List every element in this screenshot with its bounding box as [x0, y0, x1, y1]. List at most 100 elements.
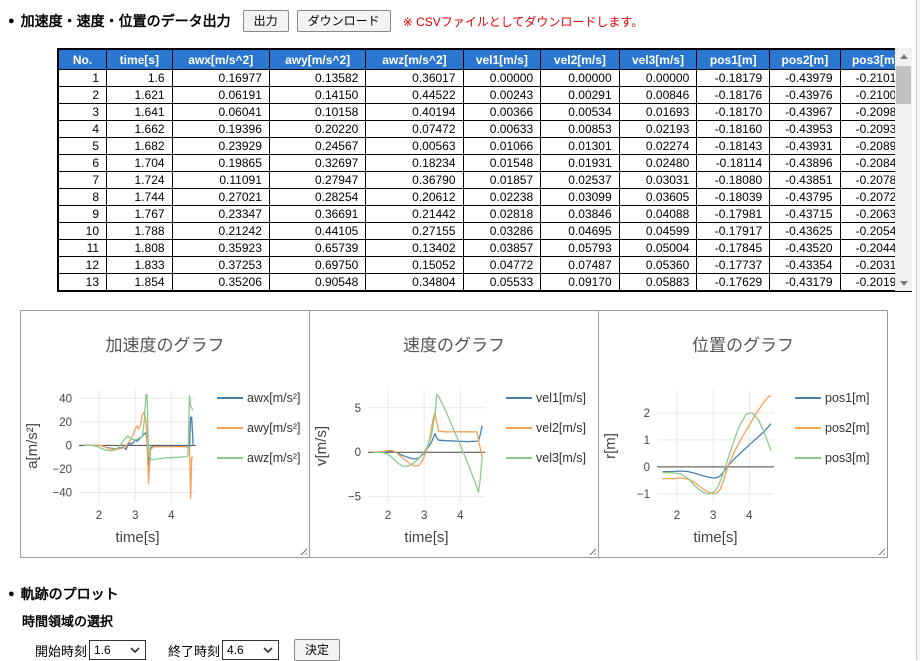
velocity-chart-box: 速度のグラフ 2 3 4 −5 0 5 vel1[m/s] vel2[m/s] vel3[m/s…	[309, 310, 599, 558]
column-header: No.	[57, 48, 108, 70]
scrollbar-thumb[interactable]	[896, 66, 911, 104]
scrollbar-up-arrow-icon[interactable]	[895, 48, 912, 64]
table-cell: 0.20612	[365, 188, 464, 206]
legend-item[interactable]: vel1[m/s]	[506, 391, 586, 405]
end-time-select[interactable]: 4.6	[222, 640, 280, 660]
table-cell: 0.35206	[171, 273, 270, 292]
legend-label: pos1[m]	[825, 391, 869, 405]
legend-label: pos3[m]	[825, 451, 869, 465]
table-cell: 0.69750	[268, 256, 367, 274]
table-row: 2 1.621 0.06191 0.14150 0.44522 0.00243 0.0029…	[57, 86, 912, 104]
table-cell: 0.90548	[268, 273, 367, 292]
table-cell: -0.43953	[769, 120, 841, 138]
legend-label: pos2[m]	[825, 421, 869, 435]
table-cell: 0.00633	[462, 120, 542, 138]
y-tick-label: 2	[644, 408, 650, 420]
y-axis-label: r[m]	[602, 433, 619, 459]
table-cell: 0.28254	[268, 188, 367, 206]
legend-item[interactable]: vel2[m/s]	[506, 421, 586, 435]
table-row: 9 1.767 0.23347 0.36691 0.21442 0.02818 0.0384…	[57, 205, 912, 223]
table-cell: -0.18080	[696, 171, 771, 189]
end-time-value: 4.6	[227, 643, 244, 657]
table-cell: 12	[57, 256, 108, 274]
resize-handle-icon[interactable]	[876, 546, 885, 555]
position-chart: 2 3 4 −1 0 1 2 pos1[m] pos2[m] pos3[m] time[s] r[m]	[602, 390, 869, 546]
download-button[interactable]: ダウンロード	[296, 10, 391, 32]
y-tick-label: 5	[355, 403, 361, 415]
legend-label: awy[m/s²]	[247, 421, 300, 435]
legend-item[interactable]: pos1[m]	[795, 391, 869, 405]
legend-item[interactable]: pos3[m]	[795, 451, 869, 465]
legend-item[interactable]: vel3[m/s]	[506, 451, 586, 465]
table-cell: 1	[57, 69, 108, 87]
column-header: awy[m/s^2]	[268, 48, 367, 70]
table-cell: 0.03605	[618, 188, 698, 206]
x-tick-label: 3	[421, 510, 427, 522]
legend-item[interactable]: awy[m/s²]	[217, 421, 300, 435]
legend-item[interactable]: awx[m/s²]	[217, 391, 300, 405]
table-cell: 1.682	[106, 137, 173, 155]
table-cell: 0.27947	[268, 171, 367, 189]
y-tick-label: 20	[59, 417, 72, 429]
table-cell: -0.20197	[839, 273, 912, 292]
table-cell: -0.20894	[839, 137, 912, 155]
start-time-value: 1.6	[94, 643, 111, 657]
table-cell: 0.40194	[365, 103, 464, 121]
table-cell: 0.04772	[462, 256, 542, 274]
resize-handle-icon[interactable]	[587, 546, 596, 555]
resize-handle-icon[interactable]	[298, 546, 307, 555]
acceleration-chart-box: 加速度のグラフ 2 3 4 −40 −20 0 20 40 awx[m/s²] awy[m/s²]…	[20, 310, 310, 558]
table-cell: 0.01931	[540, 154, 620, 172]
x-axis-label: time[s]	[693, 529, 737, 546]
table-cell: 0.44105	[268, 222, 367, 240]
table-cell: 10	[57, 222, 108, 240]
position-chart-box: 位置のグラフ 2 3 4 −1 0 1 2 pos1[m] pos2[m] pos3[m] time…	[598, 310, 888, 558]
table-cell: 0.00534	[540, 103, 620, 121]
table-cell: 0.05883	[618, 273, 698, 292]
table-row: 4 1.662 0.19396 0.20220 0.07472 0.00633 0.0085…	[57, 120, 912, 138]
column-header: vel1[m/s]	[462, 48, 542, 70]
decide-button[interactable]: 決定	[294, 639, 341, 661]
table-cell: 0.00000	[540, 69, 620, 87]
table-cell: -0.18179	[696, 69, 771, 87]
table-row: 8 1.744 0.27021 0.28254 0.20612 0.02238 0.0309…	[57, 188, 912, 206]
table-cell: 0.21242	[171, 222, 270, 240]
table-cell: -0.43896	[769, 154, 841, 172]
series-line-vel3[m/s]	[373, 393, 483, 493]
table-cell: 0.36790	[365, 171, 464, 189]
table-cell: 0.32697	[268, 154, 367, 172]
table-cell: 0.15052	[365, 256, 464, 274]
legend-item[interactable]: pos2[m]	[795, 421, 869, 435]
table-cell: -0.18170	[696, 103, 771, 121]
y-tick-label: −20	[52, 464, 72, 476]
table-cell: 0.01693	[618, 103, 698, 121]
column-header: pos3[m]	[839, 48, 912, 70]
table-cell: 0.19396	[171, 120, 270, 138]
x-tick-label: 2	[674, 510, 680, 522]
table-cell: 0.07487	[540, 256, 620, 274]
x-tick-label: 4	[168, 510, 175, 522]
table-cell: 1.808	[106, 239, 173, 257]
table-cell: 0.10158	[268, 103, 367, 121]
y-tick-label: 0	[644, 462, 650, 474]
table-cell: -0.43715	[769, 205, 841, 223]
output-button[interactable]: 出力	[242, 10, 289, 32]
table-cell: 0.21442	[365, 205, 464, 223]
velocity-chart: 2 3 4 −5 0 5 vel1[m/s] vel2[m/s] vel3[m/s] time[s…	[313, 390, 586, 546]
legend-item[interactable]: awz[m/s²]	[217, 451, 300, 465]
table-cell: 0.34804	[365, 273, 464, 292]
table-cell: 0.03857	[462, 239, 542, 257]
x-tick-label: 4	[746, 510, 753, 522]
table-cell: 0.03286	[462, 222, 542, 240]
window-edge	[916, 0, 920, 660]
table-cell: -0.17917	[696, 222, 771, 240]
table-row: 11 1.808 0.35923 0.65739 0.13402 0.03857 0.057…	[57, 239, 912, 257]
table-cell: -0.17845	[696, 239, 771, 257]
y-axis-label: v[m/s]	[313, 426, 330, 466]
table-cell: 0.23929	[171, 137, 270, 155]
table-scrollbar[interactable]	[895, 48, 912, 291]
y-tick-label: −5	[348, 492, 361, 504]
start-time-select[interactable]: 1.6	[89, 640, 147, 660]
scrollbar-down-arrow-icon[interactable]	[895, 275, 912, 291]
